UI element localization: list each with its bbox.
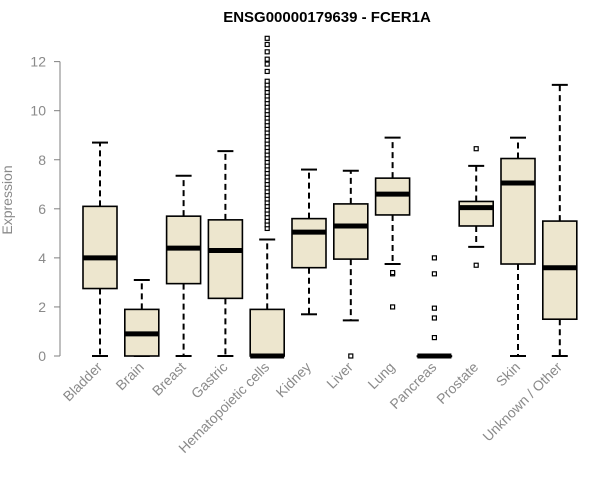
- box-bladder: [82, 141, 118, 357]
- outlier-point: [264, 68, 270, 75]
- y-tick-label: 0: [38, 348, 46, 364]
- outlier-point: [264, 61, 270, 67]
- outlier-point: [390, 269, 396, 276]
- box-skin: [500, 136, 536, 357]
- box-breast: [165, 174, 202, 357]
- x-tick-label: Unknown / Other: [479, 359, 565, 445]
- box-gastric: [207, 150, 244, 357]
- box-hematopoietic-cells: [249, 35, 285, 359]
- box-prostate: [458, 146, 495, 268]
- outlier-point: [264, 78, 270, 84]
- box-iqr: [207, 219, 244, 300]
- outlier-point: [264, 49, 270, 55]
- outlier-point: [264, 56, 270, 62]
- box-lung: [374, 136, 411, 310]
- y-tick-label: 4: [38, 250, 46, 266]
- x-tick-label: Skin: [493, 359, 524, 390]
- box-iqr: [291, 217, 327, 269]
- y-tick-label: 6: [38, 201, 46, 217]
- chart-title: ENSG00000179639 - FCER1A: [223, 9, 431, 26]
- outlier-point: [348, 353, 354, 359]
- x-tick-label: Breast: [149, 359, 189, 399]
- outlier-point: [431, 271, 437, 277]
- box-iqr: [249, 308, 285, 357]
- outlier-point: [431, 335, 437, 341]
- box-iqr: [500, 157, 536, 265]
- y-tick-label: 2: [38, 299, 46, 315]
- x-tick-label: Liver: [323, 359, 356, 392]
- x-tick-label: Lung: [364, 359, 397, 392]
- box-iqr: [332, 203, 369, 260]
- box-iqr: [82, 205, 118, 290]
- outlier-point: [473, 146, 479, 152]
- box-brain: [124, 278, 160, 357]
- x-tick-label: Kidney: [273, 359, 315, 401]
- x-tick-label: Bladder: [60, 359, 106, 405]
- box-kidney: [291, 168, 327, 316]
- box-liver: [332, 169, 369, 359]
- x-tick-label: Prostate: [433, 359, 481, 407]
- outlier-point: [264, 35, 270, 41]
- outlier-point: [431, 255, 437, 261]
- box-pancreas: [416, 255, 453, 359]
- x-tick-label: Brain: [112, 359, 146, 393]
- y-tick-label: 8: [38, 152, 46, 168]
- y-axis-label: Expression: [0, 165, 15, 234]
- outlier-point: [473, 262, 479, 268]
- outlier-point: [431, 305, 437, 311]
- box-series: [82, 35, 578, 359]
- y-tick-label: 10: [30, 103, 46, 119]
- y-tick-label: 12: [30, 54, 46, 70]
- y-axis: 0 2 4 6 8 10 12: [30, 54, 61, 364]
- outlier-point: [264, 41, 270, 48]
- box-unknown-other: [541, 83, 578, 357]
- outlier-point: [390, 304, 396, 310]
- outlier-point: [431, 315, 437, 321]
